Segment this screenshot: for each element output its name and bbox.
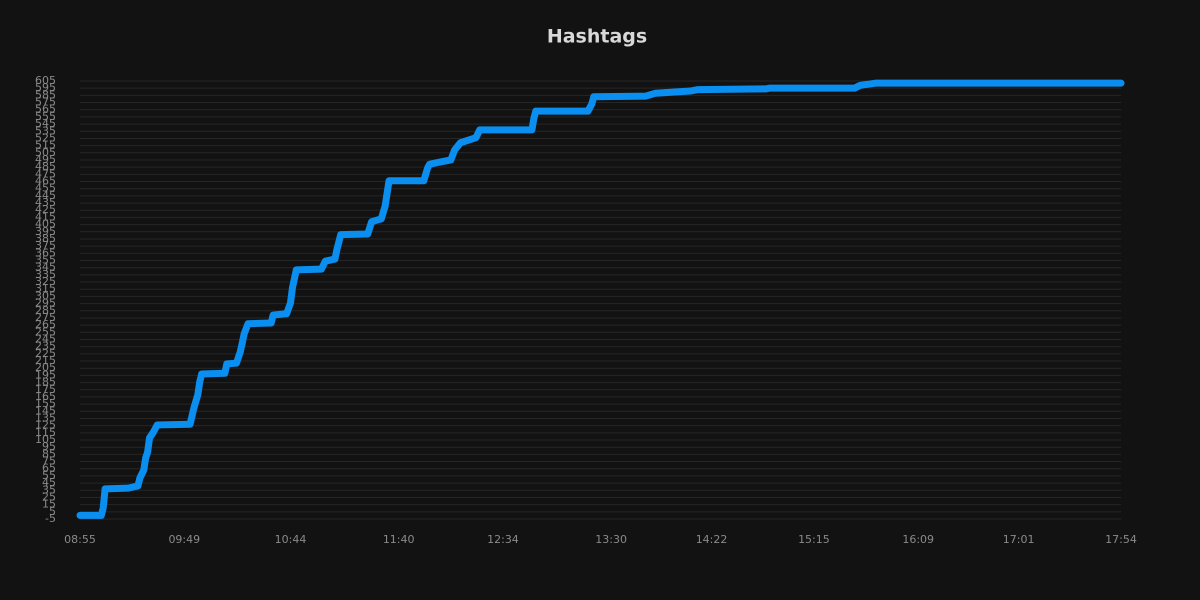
y-tick-label: 25: [42, 490, 56, 503]
y-tick-label: 275: [35, 311, 56, 324]
y-tick-label: 465: [35, 175, 56, 188]
x-tick-label: 08:55: [64, 533, 96, 546]
y-tick-label: 375: [35, 239, 56, 252]
y-tick-label: 245: [35, 332, 56, 345]
y-tick-label: 265: [35, 318, 56, 331]
y-tick-label: 325: [35, 275, 56, 288]
y-tick-label: 535: [35, 124, 56, 137]
y-tick-label: 365: [35, 246, 56, 259]
y-tick-label: 605: [35, 74, 56, 87]
x-tick-label: 10:44: [275, 533, 307, 546]
x-tick-label: 09:49: [168, 533, 200, 546]
x-tick-label: 14:22: [696, 533, 728, 546]
y-tick-label: 305: [35, 289, 56, 302]
y-tick-label: 495: [35, 153, 56, 166]
y-tick-label: 435: [35, 196, 56, 209]
y-tick-label: 155: [35, 397, 56, 410]
y-tick-label: 5: [49, 505, 56, 518]
x-tick-label: 12:34: [487, 533, 519, 546]
data-line: [76, 79, 1125, 519]
y-tick-label: 395: [35, 225, 56, 238]
y-tick-label: 485: [35, 160, 56, 173]
y-tick-label: 445: [35, 189, 56, 202]
y-tick-label: 415: [35, 210, 56, 223]
y-tick-label: 65: [42, 462, 56, 475]
y-tick-label: 345: [35, 261, 56, 274]
x-tick-label: 15:15: [798, 533, 830, 546]
y-tick-label: 545: [35, 117, 56, 130]
y-tick-label: 475: [35, 167, 56, 180]
y-tick-label: 455: [35, 182, 56, 195]
y-tick-label: 315: [35, 282, 56, 295]
chart-title: Hashtags: [547, 26, 647, 48]
y-tick-label: 15: [42, 498, 56, 511]
y-tick-label: 105: [35, 433, 56, 446]
y-tick-label: 95: [42, 440, 56, 453]
y-tick-label: 235: [35, 340, 56, 353]
y-tick-label: 225: [35, 347, 56, 360]
y-tick-label: 385: [35, 232, 56, 245]
y-tick-label: 335: [35, 268, 56, 281]
y-tick-label: 405: [35, 218, 56, 231]
y-tick-label: 565: [35, 103, 56, 116]
x-tick-label: 11:40: [383, 533, 415, 546]
x-tick-label: 13:30: [595, 533, 627, 546]
y-tick-label: 205: [35, 361, 56, 374]
y-tick-label: 505: [35, 146, 56, 159]
y-tick-label: 45: [42, 476, 56, 489]
x-tick-label: 17:54: [1105, 533, 1137, 546]
x-tick-label: 16:09: [902, 533, 934, 546]
y-tick-label: 165: [35, 390, 56, 403]
y-tick-label: 75: [42, 455, 56, 468]
y-tick-label: 295: [35, 297, 56, 310]
y-tick-label: 425: [35, 203, 56, 216]
y-tick-label: 575: [35, 96, 56, 109]
y-tick-label: 35: [42, 483, 56, 496]
y-tick-label: 195: [35, 368, 56, 381]
y-tick-label: 555: [35, 110, 56, 123]
y-tick-label: 285: [35, 304, 56, 317]
y-tick-label: -5: [45, 512, 56, 525]
y-tick-label: 185: [35, 376, 56, 389]
x-tick-label: 17:01: [1003, 533, 1035, 546]
y-tick-label: 525: [35, 131, 56, 144]
y-tick-label: 515: [35, 139, 56, 152]
y-tick-label: 595: [35, 81, 56, 94]
y-tick-label: 85: [42, 447, 56, 460]
y-tick-label: 125: [35, 419, 56, 432]
y-tick-label: 585: [35, 88, 56, 101]
y-tick-label: 355: [35, 254, 56, 267]
y-tick-label: 55: [42, 469, 56, 482]
y-tick-label: 115: [35, 426, 56, 439]
y-tick-label: 135: [35, 411, 56, 424]
y-tick-label: 175: [35, 383, 56, 396]
y-tick-label: 145: [35, 404, 56, 417]
y-tick-label: 215: [35, 354, 56, 367]
y-tick-label: 255: [35, 325, 56, 338]
